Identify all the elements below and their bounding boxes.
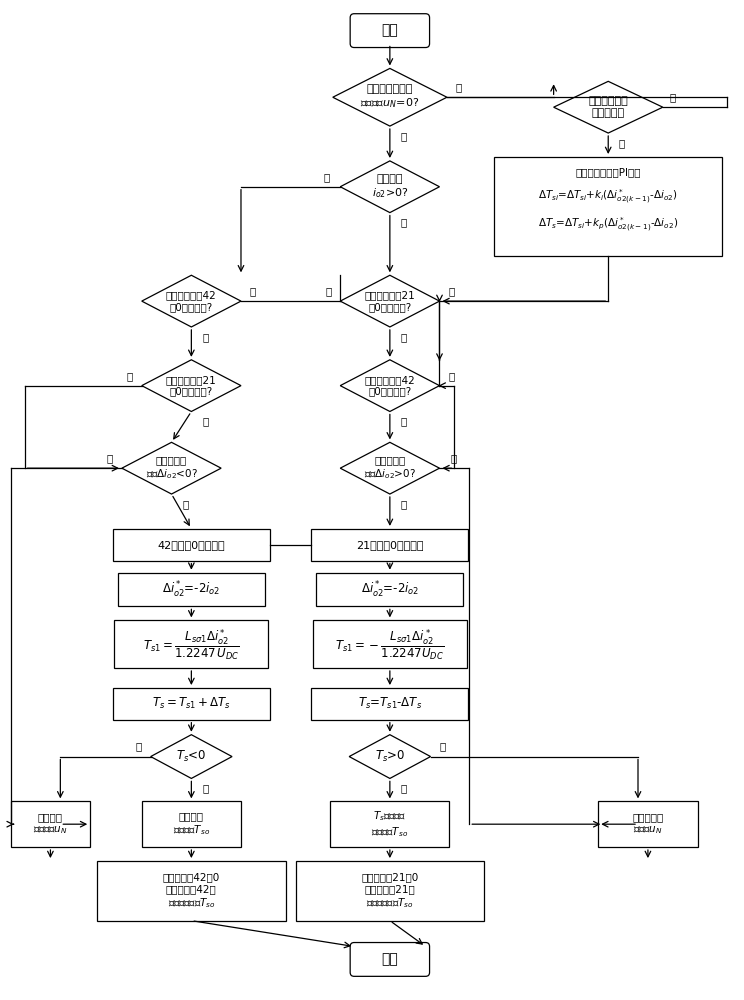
Text: $\Delta T_s$=$\Delta T_{si}$+$k_p$($\Delta i^*_{o2(k-1)}$-$\Delta i_{o2}$): $\Delta T_s$=$\Delta T_{si}$+$k_p$($\Del…	[538, 215, 679, 234]
Text: 否: 否	[202, 783, 208, 793]
Text: 上一周期输出21
和0合成矢量?: 上一周期输出21 和0合成矢量?	[365, 290, 415, 312]
Text: $\Delta T_{si}$=$\Delta T_{si}$+$k_i$($\Delta i^*_{o2(k-1)}$-$\Delta i_{o2}$): $\Delta T_{si}$=$\Delta T_{si}$+$k_i$($\…	[539, 187, 678, 206]
Text: $T_s$>0: $T_s$>0	[375, 749, 405, 764]
Bar	[113, 688, 270, 720]
Text: 逆变器输出21和0
合成矢量，21矢
量作用时间为$T_{so}$: 逆变器输出21和0 合成矢量，21矢 量作用时间为$T_{so}$	[362, 872, 418, 910]
Text: 是: 是	[126, 371, 133, 381]
Bar	[316, 573, 464, 606]
Text: 21矢量与0矢量合成: 21矢量与0矢量合成	[356, 540, 423, 550]
Polygon shape	[340, 161, 440, 213]
Text: 否: 否	[323, 172, 330, 182]
Polygon shape	[554, 81, 663, 133]
Text: 是: 是	[619, 138, 625, 148]
FancyBboxPatch shape	[350, 943, 429, 976]
Text: 非线性因素补偿PI部分: 非线性因素补偿PI部分	[575, 167, 641, 177]
Text: 是: 是	[440, 742, 446, 752]
Text: 是: 是	[400, 131, 407, 141]
Polygon shape	[151, 735, 232, 778]
Polygon shape	[349, 735, 431, 778]
Text: 零序电流
$i_{o2}$>0?: 零序电流 $i_{o2}$>0?	[371, 174, 408, 200]
Text: $T_{s1}=\dfrac{L_{s\sigma1}\Delta i^*_{o2}}{1.2247\,U_{DC}}$: $T_{s1}=\dfrac{L_{s\sigma1}\Delta i^*_{o…	[143, 627, 240, 662]
Polygon shape	[333, 68, 447, 126]
Text: $T_s=T_{s1}+\Delta T_s$: $T_s=T_{s1}+\Delta T_s$	[152, 696, 231, 711]
Polygon shape	[340, 275, 440, 327]
Text: 否: 否	[400, 783, 407, 793]
Text: 是: 是	[250, 286, 256, 296]
Bar	[330, 801, 449, 847]
Polygon shape	[340, 442, 440, 494]
Text: 否: 否	[400, 416, 407, 426]
Text: 逆变器输出
单矢量$u_N$: 逆变器输出 单矢量$u_N$	[632, 812, 664, 836]
Text: 是: 是	[449, 286, 455, 296]
Text: 是: 是	[449, 371, 455, 381]
Bar	[494, 157, 722, 256]
Text: 开始: 开始	[382, 24, 398, 38]
Text: 否: 否	[450, 453, 457, 463]
Text: $\Delta i^*_{o2}$=-2$i_{o2}$: $\Delta i^*_{o2}$=-2$i_{o2}$	[361, 579, 419, 600]
Text: 预测算法选择的
电压矢量$u_N$=0?: 预测算法选择的 电压矢量$u_N$=0?	[360, 84, 420, 110]
Bar	[142, 801, 241, 847]
Text: 上一周期输出42
和0合成矢量?: 上一周期输出42 和0合成矢量?	[365, 375, 415, 396]
Text: 上一周期有零
序电流控制: 上一周期有零 序电流控制	[589, 96, 628, 118]
Text: 上一周期输出42
和0合成矢量?: 上一周期输出42 和0合成矢量?	[166, 290, 217, 312]
Text: 否: 否	[202, 332, 208, 342]
Text: 逆变器输出42和0
合成矢量，42矢
量作用时间为$T_{so}$: 逆变器输出42和0 合成矢量，42矢 量作用时间为$T_{so}$	[163, 872, 220, 910]
Polygon shape	[142, 275, 241, 327]
Text: 是: 是	[135, 742, 142, 752]
Text: 42矢量与0矢量合成: 42矢量与0矢量合成	[158, 540, 225, 550]
Text: 否: 否	[202, 416, 208, 426]
Bar	[97, 861, 286, 921]
Text: 逆变器输
出单矢量$u_N$: 逆变器输 出单矢量$u_N$	[33, 812, 68, 836]
Text: 否: 否	[456, 82, 462, 92]
Text: 否: 否	[670, 92, 676, 102]
Text: $T_s$=$T_{s1}$-$\Delta T_s$: $T_s$=$T_{s1}$-$\Delta T_s$	[358, 696, 422, 711]
Bar	[115, 620, 269, 668]
Bar	[10, 801, 90, 847]
Text: 是: 是	[400, 499, 407, 509]
Bar	[113, 529, 270, 561]
Polygon shape	[122, 442, 221, 494]
Text: $T_s$<0: $T_s$<0	[176, 749, 207, 764]
Text: 是: 是	[182, 499, 188, 509]
Text: $\Delta i^*_{o2}$=-2$i_{o2}$: $\Delta i^*_{o2}$=-2$i_{o2}$	[162, 579, 220, 600]
Text: 结束: 结束	[382, 952, 398, 966]
Polygon shape	[142, 360, 241, 411]
Text: 是: 是	[400, 218, 407, 228]
Text: $T_s$死区补偿
限幅得到$T_{so}$: $T_s$死区补偿 限幅得到$T_{so}$	[371, 809, 408, 839]
FancyBboxPatch shape	[350, 14, 429, 48]
Bar	[313, 620, 466, 668]
Polygon shape	[340, 360, 440, 411]
Text: 否: 否	[400, 332, 407, 342]
Text: 否: 否	[107, 453, 113, 463]
Text: 上一周期输出21
和0合成矢量?: 上一周期输出21 和0合成矢量?	[166, 375, 217, 396]
Text: 零序电流变
化量$\Delta i_{o2}$<0?: 零序电流变 化量$\Delta i_{o2}$<0?	[146, 455, 197, 481]
Text: 死区补偿
限幅得到$T_{so}$: 死区补偿 限幅得到$T_{so}$	[173, 811, 210, 837]
Text: $T_{s1}=-\dfrac{L_{s\sigma1}\Delta i^*_{o2}}{1.2247U_{DC}}$: $T_{s1}=-\dfrac{L_{s\sigma1}\Delta i^*_{…	[335, 627, 445, 662]
Bar	[295, 861, 484, 921]
Bar	[312, 529, 468, 561]
Text: 零序电流变
化量$\Delta i_{o2}$>0?: 零序电流变 化量$\Delta i_{o2}$>0?	[364, 455, 416, 481]
Bar	[312, 688, 468, 720]
Bar	[118, 573, 265, 606]
Text: 是: 是	[325, 286, 332, 296]
Bar	[598, 801, 698, 847]
